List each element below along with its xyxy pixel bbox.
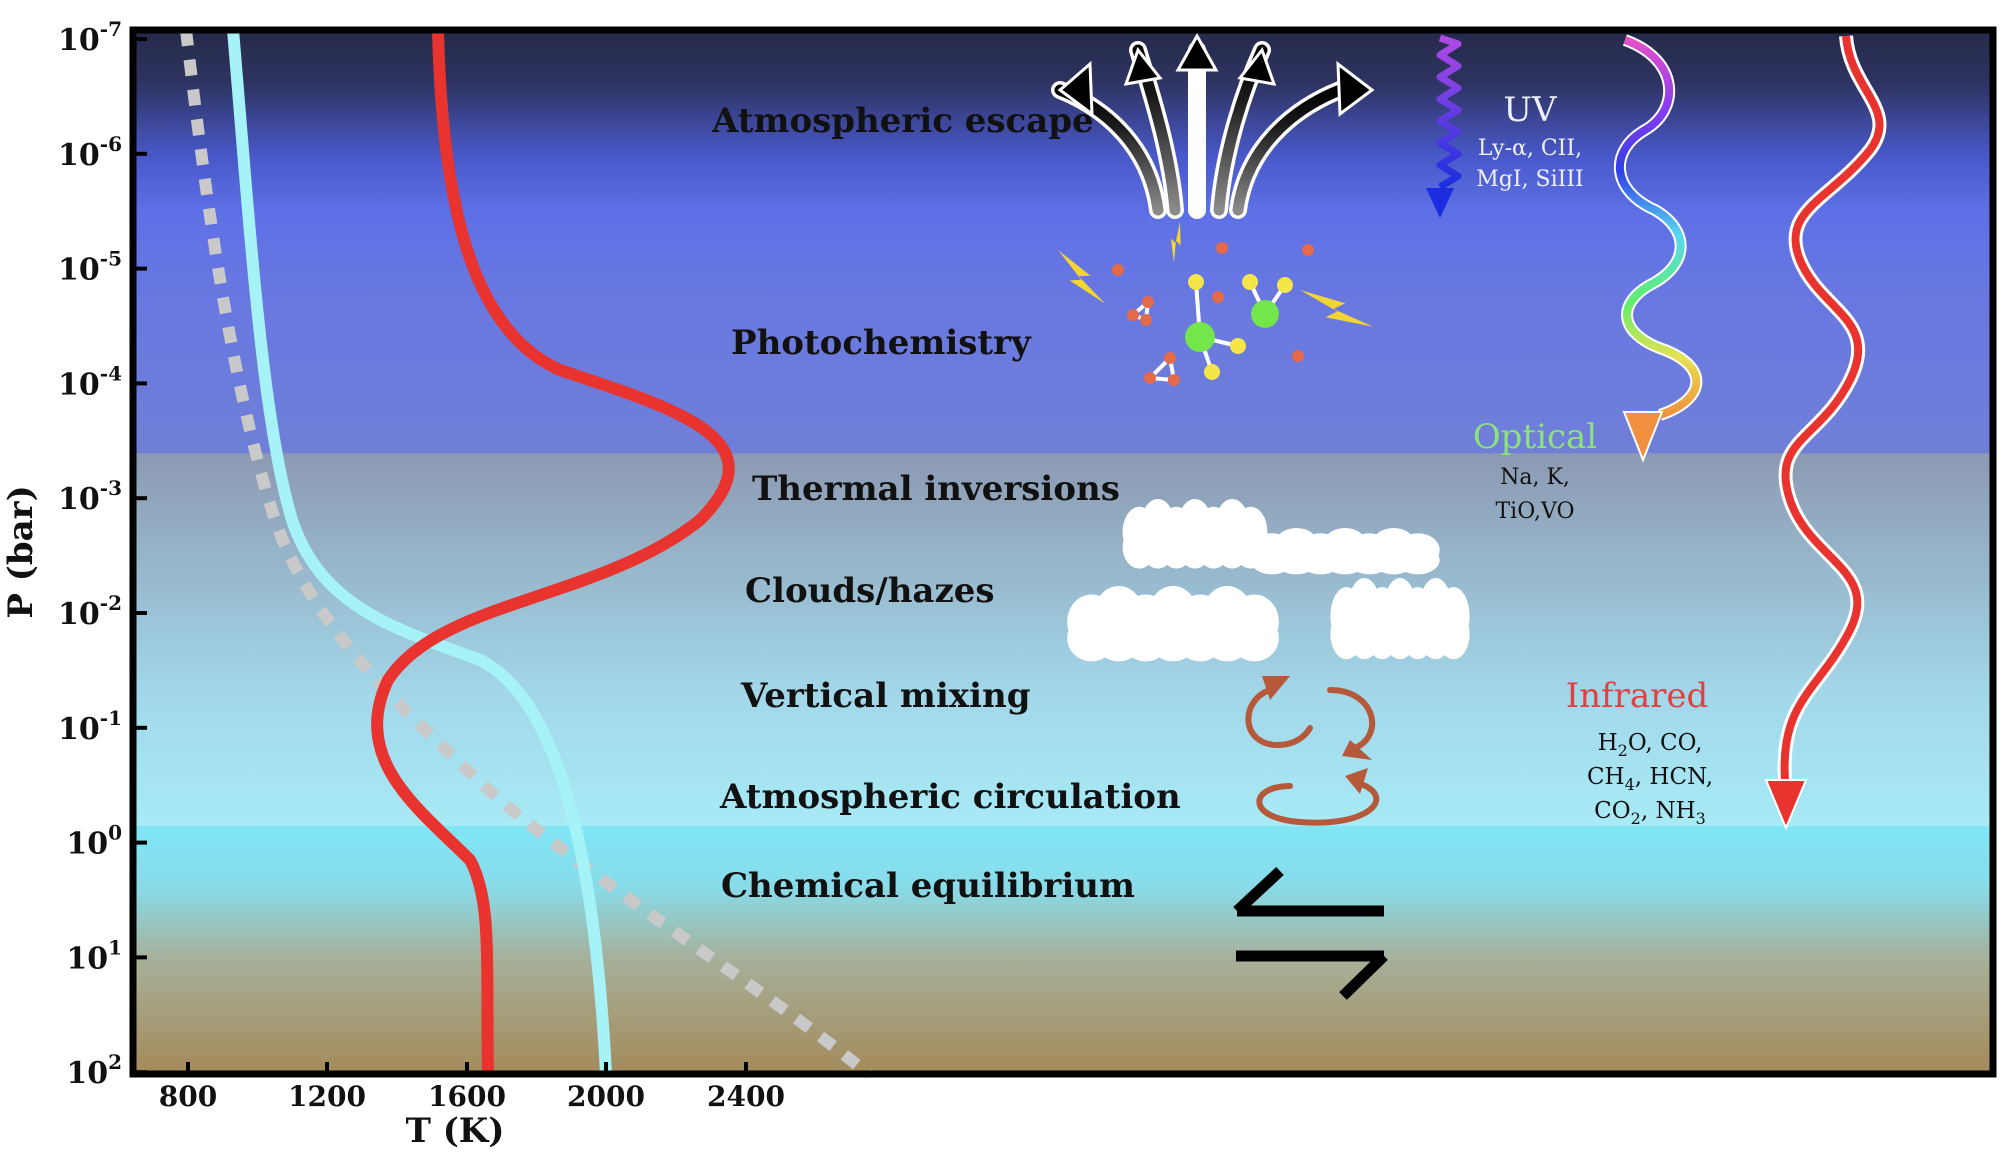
- equilibrium-harpoons: [1233, 866, 1388, 1000]
- optical-species-1: Na, K,: [1500, 465, 1570, 490]
- mixing-arrows: [1245, 676, 1380, 826]
- radiation-waves: [1426, 34, 1887, 831]
- temperature-profiles: [180, 29, 872, 1079]
- layer-label-circulation: Atmospheric circulation: [719, 777, 1181, 817]
- infrared-species-line: H2O, CO,: [1598, 730, 1703, 760]
- clouds: [1067, 499, 1470, 662]
- layer-label-equilibrium: Chemical equilibrium: [721, 866, 1135, 906]
- infrared-species-line: CO2, NH3: [1594, 798, 1706, 828]
- optical-species-2: TiO,VO: [1496, 499, 1575, 524]
- layer-label-vertical-mixing: Vertical mixing: [740, 676, 1030, 716]
- x-tick-label: 1200: [288, 1080, 366, 1113]
- y-tick-label: 10-7: [58, 17, 122, 58]
- uv-species-2: MgI, SiIII: [1476, 167, 1583, 192]
- y-tick-label: 102: [66, 1050, 122, 1091]
- y-tick-label: 10-4: [58, 361, 122, 402]
- y-tick-label: 101: [66, 935, 122, 976]
- x-tick-label: 2000: [567, 1080, 645, 1113]
- x-tick-label: 1600: [428, 1080, 506, 1113]
- axis-ticks: 800 1200 1600 2000 2400 10-7 10-6 10-5 10-4 10-3 1…: [58, 17, 785, 1113]
- y-tick-label: 10-6: [58, 132, 122, 173]
- y-axis-label: P (bar): [1, 485, 41, 618]
- infrared-species-line: CH4, HCN,: [1587, 764, 1713, 794]
- y-tick-label: 10-1: [58, 706, 122, 747]
- infrared-label: Infrared: [1566, 676, 1709, 716]
- escape-arrows: [1051, 32, 1375, 219]
- plot-frame: [129, 26, 1997, 1078]
- photochemistry-molecules: [1058, 222, 1374, 386]
- y-tick-label: 100: [66, 821, 122, 862]
- profile-noninverted: [227, 29, 612, 1075]
- x-axis-label: T (K): [406, 1111, 505, 1151]
- layer-label-escape: Atmospheric escape: [711, 101, 1094, 141]
- x-tick-label: 2400: [707, 1080, 785, 1113]
- plot-background: [133, 30, 1993, 1074]
- layer-label-thermal-inversions: Thermal inversions: [752, 469, 1120, 509]
- profile-inverted: [371, 29, 735, 1075]
- x-tick-label: 800: [159, 1080, 217, 1113]
- y-tick-label: 10-3: [58, 476, 122, 517]
- infrared-species: H2O, CO, CH4, HCN, CO2, NH3: [1587, 730, 1713, 828]
- y-tick-label: 10-5: [58, 247, 122, 288]
- optical-label: Optical: [1473, 417, 1597, 457]
- layer-label-clouds: Clouds/hazes: [745, 571, 995, 611]
- uv-species-1: Ly-α, CII,: [1478, 136, 1582, 161]
- layer-label-photochemistry: Photochemistry: [731, 323, 1032, 363]
- y-tick-label: 10-2: [58, 591, 122, 632]
- uv-label: UV: [1503, 90, 1558, 130]
- profile-dashed: [180, 29, 872, 1079]
